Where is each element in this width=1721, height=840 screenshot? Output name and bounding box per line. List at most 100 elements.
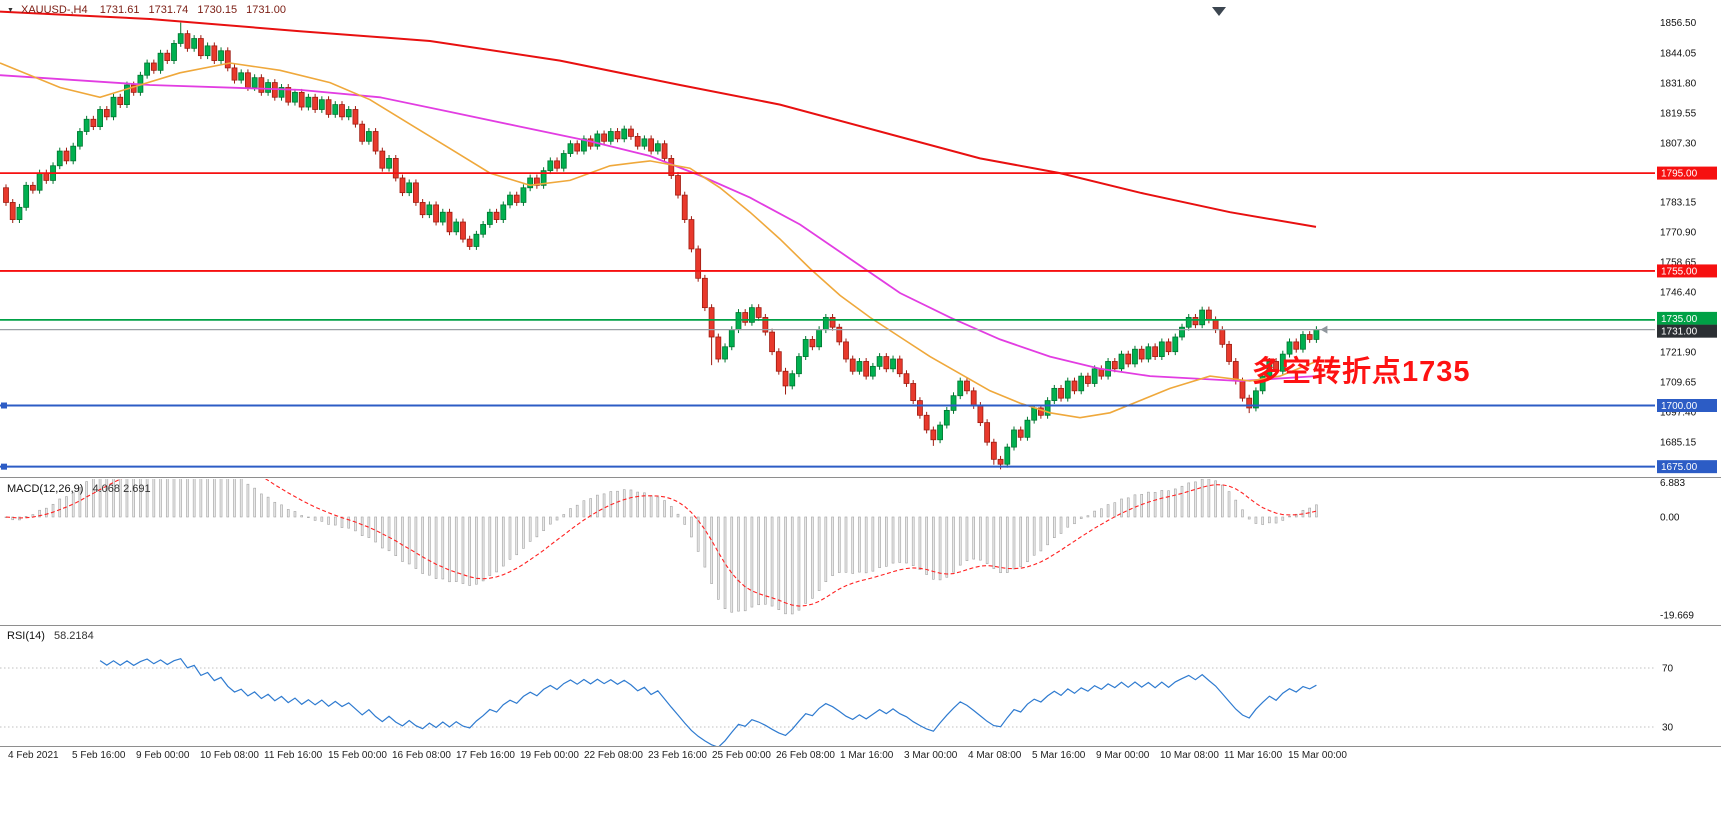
macd-histogram-bar: [387, 516, 391, 552]
macd-histogram-bar: [374, 516, 377, 543]
macd-histogram-bar: [1059, 516, 1063, 534]
macd-histogram-bar: [1160, 490, 1164, 518]
candle-up: [480, 224, 487, 235]
macd-histogram-bar: [764, 516, 767, 605]
price-tick-label: 1758.65: [1660, 258, 1697, 269]
price-axis[interactable]: 1856.50 1844.05 1831.80 1819.55 1807.30 1783.…: [1657, 18, 1717, 474]
macd-histogram-bar: [999, 516, 1002, 574]
candle-up: [473, 233, 480, 247]
time-tick-label: 4 Mar 08:00: [968, 750, 1022, 761]
candle-up: [453, 221, 460, 233]
candle-down: [695, 248, 702, 279]
macd-histogram-bar: [186, 479, 189, 518]
macd-histogram-bar: [421, 516, 424, 574]
candle-up: [1105, 361, 1111, 377]
candle-down: [413, 182, 419, 203]
candle-down: [984, 422, 991, 443]
macd-histogram-bar: [414, 516, 418, 569]
macd-histogram-bar: [165, 479, 169, 518]
candle-up: [621, 128, 628, 140]
hline-handle[interactable]: [1, 463, 7, 470]
macd-histogram-bar: [1194, 481, 1197, 518]
candle-down: [923, 414, 930, 431]
macd-histogram-bar: [1079, 516, 1083, 519]
macd-histogram-bar: [757, 516, 760, 606]
macd-histogram-bar: [737, 516, 740, 612]
candle-down: [668, 158, 675, 176]
candle-up: [1078, 375, 1085, 392]
macd-histogram-bar: [871, 516, 875, 572]
candle-down: [903, 373, 910, 384]
price-tick-label: 1856.50: [1660, 18, 1697, 29]
macd-histogram-bar: [938, 516, 942, 581]
macd-histogram-bar: [797, 516, 801, 611]
macd-histogram-bar: [495, 516, 498, 573]
macd-histogram-bar: [837, 516, 841, 573]
macd-histogram-bar: [246, 483, 250, 518]
rsi-tick-label: 30: [1662, 723, 1674, 734]
macd-histogram-bar: [468, 516, 471, 586]
macd-histogram-bar: [475, 516, 478, 585]
candle-up: [1279, 353, 1286, 372]
horizontal-lines: [0, 172, 1655, 470]
time-tick-label: 11 Mar 16:00: [1224, 750, 1283, 761]
candle-up: [265, 82, 271, 93]
candle-up: [1044, 400, 1051, 416]
high-value: 1731.74: [148, 4, 189, 16]
macd-histogram-bar: [703, 516, 707, 568]
candle-up: [728, 329, 735, 348]
candle-down: [1138, 348, 1145, 360]
macd-histogram-bar: [696, 516, 700, 552]
candle-down: [883, 356, 890, 370]
macd-histogram-bar: [481, 516, 485, 582]
time-axis[interactable]: 4 Feb 2021 5 Feb 16:00 9 Feb 00:00 10 Feb 0…: [8, 750, 1347, 761]
rsi-axis: 70 30: [1662, 663, 1674, 733]
macd-histogram-bar: [1012, 516, 1016, 570]
candle-down: [843, 341, 849, 360]
candle-up: [607, 131, 614, 142]
candle-up: [332, 104, 339, 115]
candle-down: [554, 160, 560, 169]
annotation-text[interactable]: 多空转折点1735: [1252, 356, 1471, 388]
macd-histogram-bar: [932, 516, 935, 580]
low-value: 1730.15: [197, 4, 238, 16]
candle-up: [292, 91, 298, 103]
candle-up: [1145, 346, 1152, 360]
candle-up: [1091, 368, 1098, 384]
macd-histogram-bar: [239, 479, 243, 518]
macd-histogram-bar: [1254, 516, 1258, 524]
price-tick-label: 1709.65: [1660, 377, 1697, 388]
candle-up: [56, 150, 63, 167]
candle-down: [1192, 317, 1199, 326]
candle-down: [433, 204, 439, 223]
macd-histogram-bar: [575, 504, 579, 518]
macd-histogram-bar: [293, 511, 297, 518]
time-tick-label: 22 Feb 08:00: [584, 750, 643, 761]
macd-histogram-bar: [313, 516, 317, 521]
candle-up: [722, 346, 728, 360]
time-tick-label: 3 Mar 00:00: [904, 750, 958, 761]
candle-up: [890, 358, 896, 370]
macd-histogram-bar: [381, 516, 384, 549]
macd-histogram-bar: [569, 508, 572, 518]
macd-histogram-bar: [979, 516, 982, 561]
candle-up: [937, 424, 943, 441]
macd-histogram-bar: [905, 516, 908, 564]
candle-down: [782, 370, 789, 387]
candle-down: [130, 84, 137, 93]
time-tick-label: 9 Mar 00:00: [1096, 750, 1150, 761]
candle-down: [493, 211, 500, 220]
macd-histogram-bar: [112, 479, 115, 518]
macd-histogram-bar: [528, 516, 532, 542]
macd-histogram-bar: [723, 516, 727, 609]
symbol-dropdown-icon[interactable]: ▼: [7, 7, 14, 14]
macd-histogram-bar: [1120, 498, 1123, 518]
candle-up: [540, 170, 547, 186]
macd-histogram-bar: [622, 489, 626, 518]
hline-handle[interactable]: [1, 402, 7, 409]
candle-down: [675, 175, 681, 196]
candle-down: [513, 194, 520, 203]
candle-up: [365, 131, 372, 142]
